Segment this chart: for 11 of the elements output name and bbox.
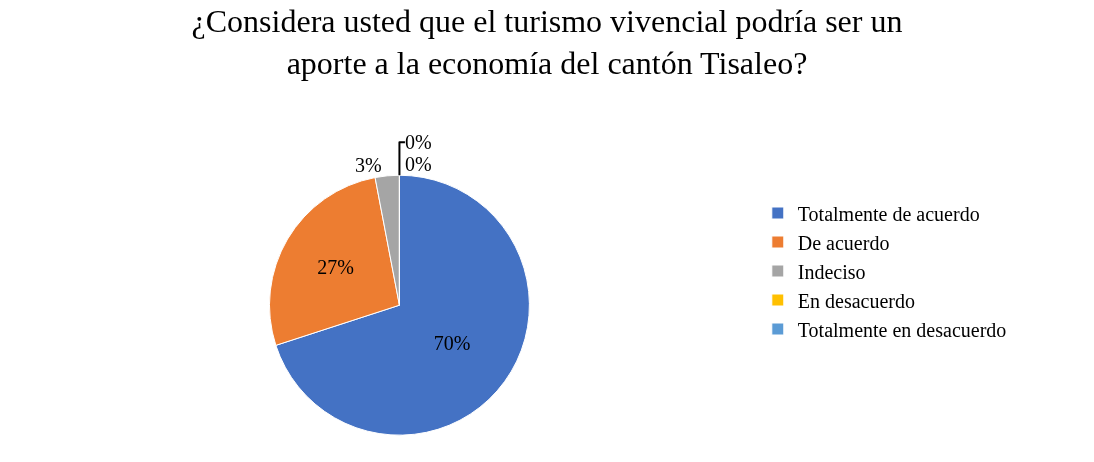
- data-label: 70%: [433, 332, 471, 355]
- data-label: 27%: [317, 256, 354, 279]
- text: 0%: [404, 131, 432, 154]
- legend-label: Totalmente de acuerdo: [797, 202, 980, 225]
- data-label: 3%: [355, 153, 382, 176]
- text: 0%: [404, 153, 432, 176]
- legend-label: En desacuerdo: [797, 289, 915, 312]
- chart-title: ¿Considera usted que el turismo vivencial podría ser un aporte a la economía del cantón Tisaleo?: [191, 3, 903, 81]
- legend-label: De acuerdo: [797, 231, 890, 254]
- legend-label: Totalmente en desacuerdo: [797, 318, 1007, 341]
- legend-label: Indeciso: [797, 260, 866, 283]
